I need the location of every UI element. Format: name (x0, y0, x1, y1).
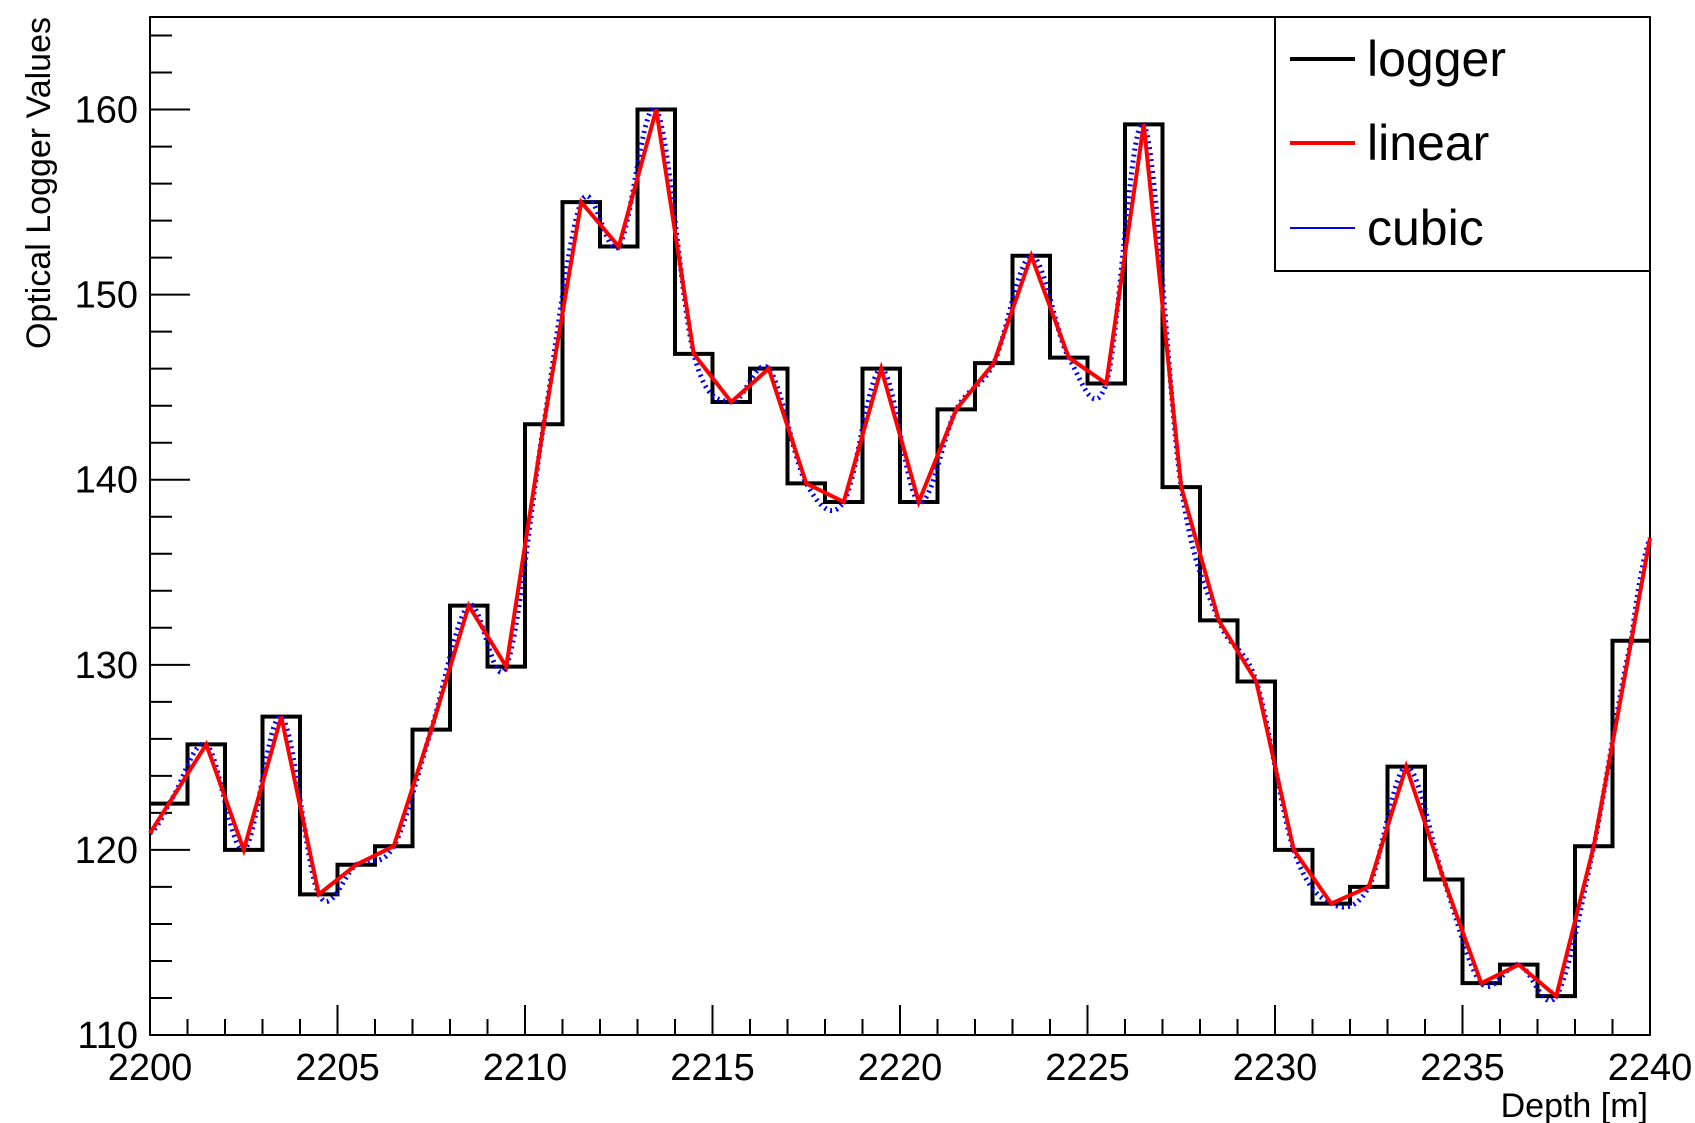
legend-label-cubic: cubic (1367, 200, 1484, 256)
x-tick-label: 2210 (483, 1047, 568, 1089)
x-tick-label: 2225 (1045, 1047, 1130, 1089)
x-tick-label: 2200 (108, 1047, 193, 1089)
x-tick-label: 2205 (295, 1047, 380, 1089)
axis-ticks (149, 34, 1651, 1036)
legend: logger linear cubic (1274, 16, 1651, 272)
x-tick-label: 2215 (670, 1047, 755, 1089)
x-tick-label: 2235 (1420, 1047, 1505, 1089)
y-tick-label: 140 (75, 460, 138, 502)
y-tick-label: 160 (75, 90, 138, 132)
x-tick-label: 2220 (858, 1047, 943, 1089)
x-tick-label: 2230 (1233, 1047, 1318, 1089)
y-tick-label: 110 (77, 1015, 138, 1057)
series-layer (148, 105, 1653, 1004)
y-tick-label: 130 (75, 645, 138, 687)
y-tick-label: 150 (75, 275, 138, 317)
legend-label-linear: linear (1367, 115, 1489, 171)
y-tick-label: 120 (75, 830, 138, 872)
x-axis-title: Depth [m] (1501, 1087, 1648, 1123)
axis-tick-labels: 2200 2205 2210 2215 2220 2225 2230 2235 2240 110 1… (75, 90, 1693, 1089)
series-linear (148, 109, 1652, 1000)
x-tick-label: 2240 (1608, 1047, 1693, 1089)
legend-label-logger: logger (1367, 31, 1506, 87)
y-axis-title: Optical Logger Values (20, 17, 58, 349)
